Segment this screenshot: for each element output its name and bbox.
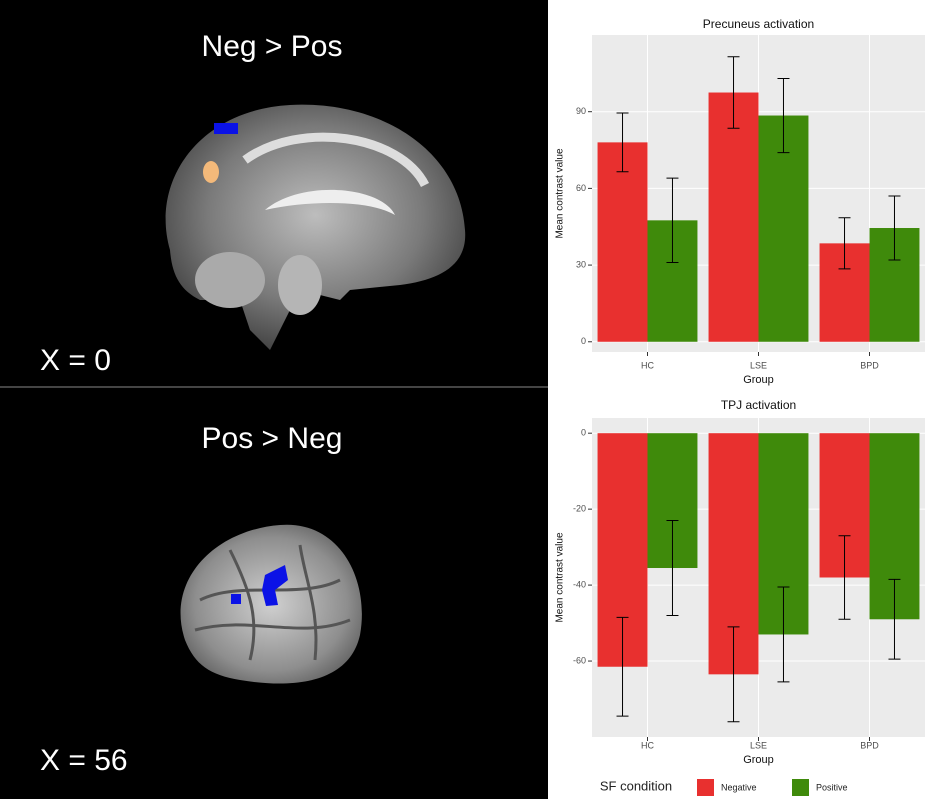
legend-label: Negative bbox=[721, 782, 757, 792]
y-tick-label: 30 bbox=[576, 259, 586, 269]
x-tick-label: BPD bbox=[860, 360, 879, 370]
legend-label: Positive bbox=[816, 782, 848, 792]
panel-title: Pos > Neg bbox=[202, 422, 343, 455]
x-axis-label: Group bbox=[743, 754, 774, 766]
legend-swatch bbox=[792, 779, 809, 796]
x-tick-label: LSE bbox=[750, 740, 767, 750]
x-tick-label: LSE bbox=[750, 360, 767, 370]
slice-label: X = 0 bbox=[40, 344, 111, 377]
legend-swatch bbox=[697, 779, 714, 796]
y-tick-label: -40 bbox=[573, 579, 586, 589]
y-tick-label: 0 bbox=[581, 428, 586, 438]
y-tick-label: -60 bbox=[573, 655, 586, 665]
y-tick-label: 90 bbox=[576, 106, 586, 116]
y-axis-label: Mean contrast value bbox=[555, 148, 566, 238]
x-tick-label: BPD bbox=[860, 740, 879, 750]
x-tick-label: HC bbox=[641, 360, 654, 370]
x-axis-label: Group bbox=[743, 374, 774, 386]
slice-label: X = 56 bbox=[40, 744, 128, 777]
figure: Neg > Pos X = 0 Pos > Neg X = 56 SF cond… bbox=[0, 0, 928, 799]
y-tick-label: -20 bbox=[573, 504, 586, 514]
chart-title: Precuneus activation bbox=[703, 17, 814, 31]
y-axis-label: Mean contrast value bbox=[555, 532, 566, 622]
bar bbox=[598, 142, 648, 341]
x-tick-label: HC bbox=[641, 740, 654, 750]
legend-title: SF condition bbox=[600, 778, 672, 793]
bar bbox=[709, 93, 759, 342]
panel-title: Neg > Pos bbox=[202, 30, 343, 63]
chart-title: TPJ activation bbox=[721, 398, 796, 412]
y-tick-label: 60 bbox=[576, 183, 586, 193]
y-tick-label: 0 bbox=[581, 336, 586, 346]
